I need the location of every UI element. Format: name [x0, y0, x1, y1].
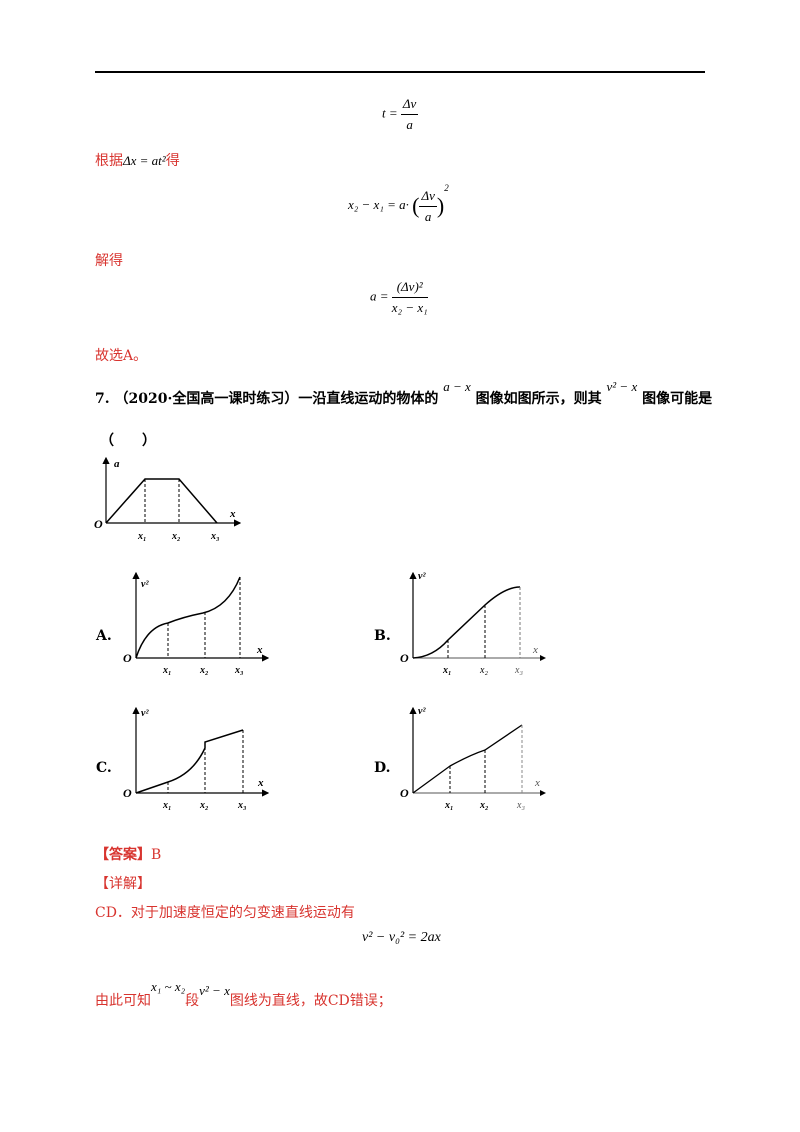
eq-x-exp: 2 [444, 183, 449, 193]
option-d-letter: D. [374, 760, 391, 776]
eq-x-den: a [424, 208, 432, 224]
answer-label: 【答案】 [95, 847, 151, 863]
tick-x1: x₁ [162, 665, 172, 676]
given-a-x-graph: a x O x₁ x₂ x₃ [94, 456, 242, 542]
origin-label: O [94, 517, 103, 531]
v2-x-curve [412, 724, 523, 794]
question-text-3: 图像可能是 [642, 391, 713, 407]
basis-prefix: 根据 [95, 153, 123, 169]
option-a-graph: v² x O x₁ x₂ x₃ [123, 571, 270, 676]
question-line: 7. （2020·全国高一课时练习）一沿直线运动的物体的 a − x 图像如图所… [95, 379, 713, 408]
detail-line-1: CD．对于加速度恒定的匀变速直线运动有 [95, 905, 355, 921]
equation-x: x₂ − x₁ = a· ( Δv a )2 [348, 183, 449, 225]
question-source: （2020·全国高一课时练习） [114, 391, 299, 407]
eq-a-fraction: (Δv)² x₂ − x₁ [391, 279, 428, 316]
eq-a-lhs: a = [370, 288, 389, 304]
detail-2-prefix: 由此可知 [95, 993, 151, 1009]
header-rule [95, 71, 705, 73]
origin-label: O [123, 786, 132, 800]
eq-x-num: Δv [421, 187, 435, 203]
tick-x1: x₁ [137, 531, 147, 542]
tick-x2: x₂ [171, 531, 181, 542]
question-number: 7. [95, 391, 110, 407]
equation-v: v² − v₀² = 2ax [362, 930, 441, 945]
question-text-1: 一沿直线运动的物体的 [298, 391, 439, 407]
tick-x3: x₃ [514, 665, 523, 676]
tick-x1: x₁ [162, 800, 172, 811]
tick-x2: x₂ [479, 800, 489, 811]
tick-x1: x₁ [442, 665, 452, 676]
a-x-curve [105, 478, 218, 524]
v2-x-curve [135, 576, 241, 659]
eq-x-fraction: Δv a [419, 187, 437, 225]
tick-x3: x₃ [234, 665, 244, 676]
answer-value: B [151, 847, 162, 863]
y-label: a [114, 458, 120, 470]
detail-2-mid: 段 [185, 993, 200, 1009]
tick-x2: x₂ [479, 665, 488, 676]
x-label: x [256, 644, 263, 656]
x-label: x [229, 508, 236, 520]
eq-t-den: a [406, 117, 413, 132]
solve-line: 解得 [95, 253, 123, 269]
origin-label: O [400, 786, 409, 800]
option-b-graph: v² x O x₁ x₂ x₃ [400, 571, 546, 676]
y-label: v² [418, 571, 426, 582]
detail-line-2: 由此可知x₁ ~ x₂段v² − x图线为直线，故CD错误； [95, 979, 392, 1010]
equation-t: t = Δv a [382, 96, 419, 133]
option-d-graph: v² x O x₁ x₂ x₃ [400, 706, 546, 811]
fraction-bar [419, 205, 437, 207]
eq-a-den: x₂ − x₁ [391, 300, 428, 315]
answer-line: 【答案】B [95, 844, 161, 864]
basis-suffix: 得 [165, 153, 180, 169]
eq-t-lhs: t = [382, 105, 398, 121]
eq-x-lhs: x₂ − x₁ = a· [348, 197, 409, 212]
origin-label: O [400, 651, 409, 665]
tick-x1: x₁ [444, 800, 454, 811]
x-label: x [257, 777, 264, 789]
detail-label: 【详解】 [95, 876, 151, 892]
y-label: v² [141, 579, 149, 590]
option-b-letter: B. [374, 628, 391, 644]
fraction-bar [400, 114, 419, 115]
answer-blank: （ ） [100, 433, 156, 449]
eq-t-num: Δv [402, 96, 417, 111]
eq-a-num: (Δv)² [396, 279, 423, 294]
tick-x2: x₂ [199, 665, 209, 676]
option-a-letter: A. [96, 628, 112, 644]
tick-x3: x₃ [516, 800, 525, 811]
v2-x-curve [135, 729, 244, 794]
option-c-graph: v² x O x₁ x₂ x₃ [123, 706, 270, 811]
x-label: x [532, 644, 538, 656]
fraction-bar [391, 297, 428, 298]
tick-x3: x₃ [237, 800, 247, 811]
question-text-2: 图像如图所示，则其 [475, 391, 602, 407]
x-label: x [534, 777, 540, 789]
tick-x2: x₂ [199, 800, 209, 811]
question-math-1: a − x [443, 379, 471, 394]
detail-2-math-2: v² − x [199, 983, 230, 998]
y-label: v² [141, 708, 149, 719]
option-c-letter: C. [96, 760, 112, 776]
detail-2-suffix: 图线为直线，故CD错误； [229, 993, 392, 1009]
origin-label: O [123, 651, 132, 665]
tick-x3: x₃ [210, 531, 220, 542]
eq-t-fraction: Δv a [400, 96, 419, 133]
choose-line: 故选A。 [95, 348, 148, 364]
detail-2-math-1: x₁ ~ x₂ [151, 979, 186, 994]
basis-line: 根据Δx = at²得 [95, 150, 180, 170]
v2-x-curve [412, 586, 521, 659]
y-label: v² [418, 706, 426, 717]
question-math-2: v² − x [606, 379, 638, 394]
basis-formula: Δx = at² [123, 153, 166, 168]
equation-a: a = (Δv)² x₂ − x₁ [370, 279, 428, 316]
